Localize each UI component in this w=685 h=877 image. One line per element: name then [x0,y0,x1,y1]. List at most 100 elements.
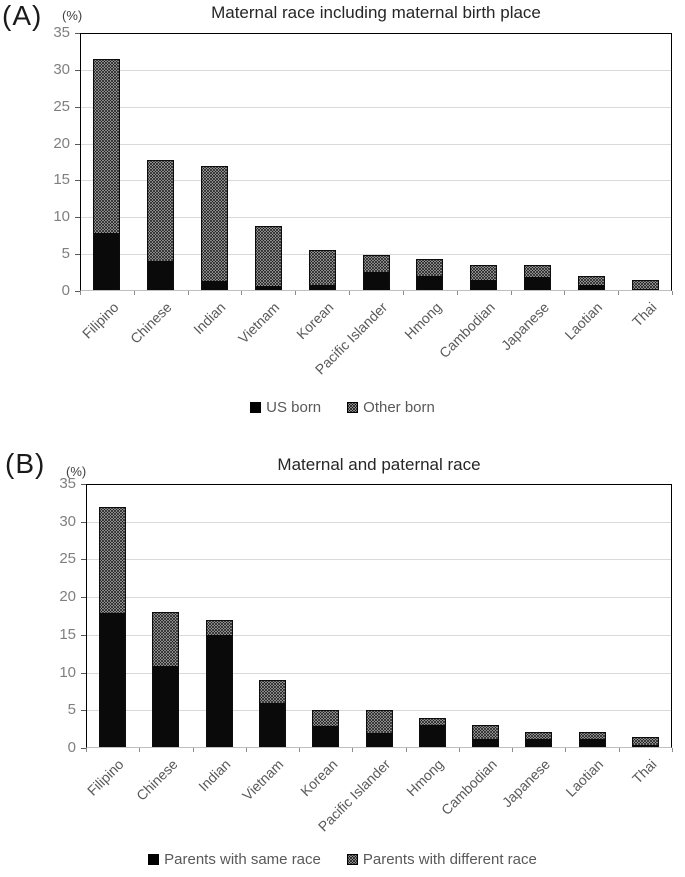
x-axis-label-indian: Indian [190,299,229,338]
y-tick-label: 10 [59,663,76,681]
y-tick-label: 10 [53,208,70,226]
legend-swatch-solid-icon [250,402,262,413]
bar-pacific-islander [365,710,393,748]
x-tick-mark [618,291,620,295]
bar-cambodian [470,265,498,291]
x-axis-label-laotian: Laotian [562,756,607,800]
bar-laotian [577,275,605,291]
y-axis-unit-label: (%) [62,8,83,23]
gridline [86,597,672,599]
y-tick-label: 0 [67,739,76,756]
y-tick-label: 5 [61,245,70,263]
x-axis-label-vietnam: Vietnam [235,299,283,347]
bar-indian [205,619,233,748]
bar-segment-parents-with-different-race [100,507,126,613]
legend-swatch-dotted-icon [346,854,358,865]
gridline [86,634,672,636]
x-axis-label-korean: Korean [296,756,341,800]
bar-segment-parents-with-same-race [259,703,285,747]
bar-segment-parents-with-different-race [259,681,285,704]
chart-title: Maternal and paternal race [277,455,481,474]
bar-segment-parents-with-same-race [100,612,126,747]
x-axis-label-vietnam: Vietnam [239,756,287,804]
gridline [80,106,672,108]
gridline [80,254,672,256]
bar-segment-other-born [632,280,658,289]
y-tick-label: 30 [53,60,70,78]
x-tick-mark [564,291,566,295]
bar-laotian [578,732,606,748]
bar-filipino [93,58,121,291]
bar-segment-us-born [255,286,281,290]
bar-hmong [418,717,446,748]
y-tick-mark [81,521,86,523]
y-tick-label: 20 [53,134,70,152]
bar-korean [312,710,340,748]
x-tick-mark [405,748,407,752]
panel-label: (B) [5,448,46,479]
bar-segment-parents-with-different-race [153,613,179,666]
bar-segment-other-born [578,276,604,285]
y-tick-mark [75,69,80,71]
bar-segment-other-born [471,266,497,280]
bar-segment-other-born [255,227,281,287]
y-tick-label: 25 [59,550,76,568]
x-tick-mark [672,291,673,295]
x-axis-label-japanese: Japanese [497,299,552,354]
bar-segment-us-born [363,271,389,290]
gridline [80,143,672,145]
y-tick-label: 25 [53,97,70,115]
y-tick-mark [81,634,86,636]
x-tick-mark [241,291,243,295]
bar-segment-parents-with-different-race [419,718,445,726]
y-tick-mark [75,217,80,219]
x-tick-mark [295,291,297,295]
y-tick-label: 35 [59,475,76,492]
panel-label: (A) [2,0,43,31]
y-tick-label: 30 [59,512,76,530]
y-tick-mark [75,106,80,108]
gridline [86,559,672,561]
bar-segment-parents-with-same-race [473,739,499,747]
legend: US born Other born [0,399,685,416]
chart-panel-b: (B) (%) Maternal and paternal race Paren… [0,440,685,877]
y-tick-label: 0 [61,282,70,299]
x-tick-mark [618,748,620,752]
bar-segment-other-born [148,160,174,261]
y-tick-mark [81,748,86,749]
bar-segment-parents-with-different-race [473,726,499,740]
bar-hmong [416,258,444,291]
bar-segment-other-born [94,59,120,233]
bar-segment-other-born [309,251,335,285]
x-tick-mark [133,291,135,295]
bar-segment-us-born [309,284,335,290]
x-tick-mark [456,291,458,295]
y-tick-mark [81,559,86,561]
legend-label: Parents with different race [362,851,537,868]
y-tick-label: 15 [59,625,76,643]
bar-segment-us-born [632,288,658,290]
y-tick-label: 15 [53,171,70,189]
bar-vietnam [258,680,286,748]
bar-segment-parents-with-same-race [313,725,339,747]
x-axis-label-hmong: Hmong [403,756,447,800]
x-tick-mark [80,291,81,295]
x-axis-label-thai: Thai [629,756,660,787]
gridline [86,521,672,523]
x-tick-mark [565,748,567,752]
x-axis-label-cambodian: Cambodian [435,299,498,361]
legend-label: Other born [363,399,435,416]
x-tick-mark [672,748,673,752]
bar-segment-parents-with-same-race [366,733,392,747]
legend-item-parents-with-different-race: Parents with different race [346,851,537,868]
legend-swatch-dotted-icon [347,402,359,413]
legend-label: Parents with same race [164,851,321,868]
x-tick-mark [512,748,514,752]
bar-segment-other-born [524,266,550,278]
bar-segment-parents-with-different-race [313,711,339,726]
y-tick-mark [75,291,80,292]
x-tick-mark [349,291,351,295]
y-tick-label: 5 [67,701,76,719]
bar-segment-us-born [94,232,120,290]
